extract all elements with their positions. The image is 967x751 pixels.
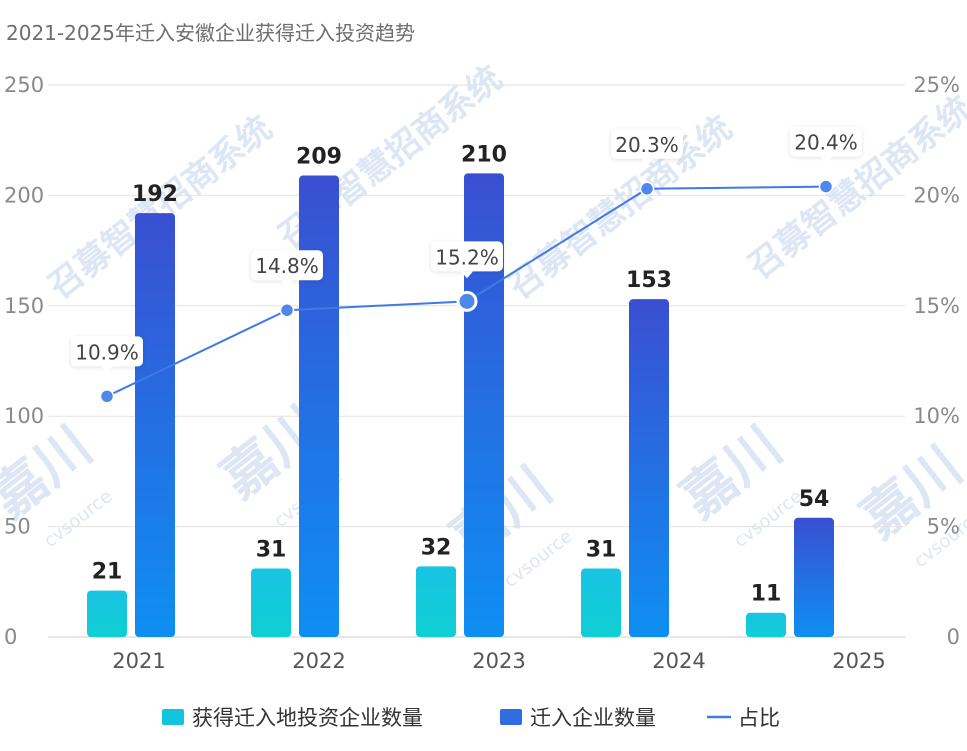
y-axis-left: 0 50 100 150 200 250 [4, 73, 44, 649]
bar-label-relocated: 54 [799, 487, 830, 512]
ratio-label-pointer [820, 156, 832, 164]
bar-label-invested: 11 [751, 582, 782, 607]
y-right-tick-label: 15% [913, 294, 960, 318]
x-axis: 2021 2022 2023 2024 2025 [112, 649, 885, 673]
ratio-label-box [251, 250, 323, 281]
y-right-tick-label: 0 [947, 625, 960, 649]
ratio-label: 20.3% [615, 133, 679, 157]
bar-invested-2022 [251, 568, 291, 637]
legend-label-relocated: 迁入企业数量 [530, 706, 656, 730]
bar-label-invested: 21 [92, 560, 123, 585]
bars [87, 173, 834, 637]
legend-label-invested: 获得迁入地投资企业数量 [192, 706, 423, 730]
y-left-tick-label: 0 [4, 625, 17, 649]
y-right-tick-label: 25% [913, 73, 960, 97]
ratio-label: 15.2% [435, 245, 499, 269]
y-left-tick-label: 50 [4, 515, 31, 539]
ratio-label-pointer [281, 280, 293, 288]
legend-swatch-invested [162, 709, 184, 725]
ratio-label-box [71, 336, 143, 367]
bar-labels: 21 192 31 209 32 210 31 153 11 54 [92, 142, 830, 606]
bar-label-relocated: 192 [132, 182, 178, 207]
x-tick-label: 2022 [292, 649, 345, 673]
ratio-label: 14.8% [255, 254, 319, 278]
ratio-point-2021 [99, 389, 115, 404]
bar-invested-2023 [416, 566, 456, 637]
bar-relocated-2021 [135, 213, 175, 637]
y-left-tick-label: 150 [4, 294, 44, 318]
y-left-tick-label: 200 [4, 183, 44, 207]
bar-label-invested: 31 [256, 538, 287, 563]
bar-label-relocated: 209 [296, 145, 342, 170]
y-right-tick-label: 20% [913, 183, 960, 207]
bar-relocated-2022 [299, 175, 339, 637]
point-labels: 10.9% 14.8% 15.2% 20.3% 20.4% [71, 126, 862, 374]
ratio-point-2024 [639, 181, 655, 197]
chart-title: 2021-2025年迁入安徽企业获得迁入投资趋势 [6, 21, 415, 45]
x-tick-label: 2025 [832, 649, 885, 673]
bar-invested-2021 [87, 590, 127, 637]
bar-label-invested: 31 [586, 538, 617, 563]
ratio-point-2022 [279, 302, 295, 318]
y-right-tick-label: 5% [927, 515, 960, 539]
bar-relocated-2025 [794, 517, 834, 637]
x-tick-label: 2024 [652, 649, 705, 673]
ratio-point-2023 [456, 290, 478, 312]
bar-invested-2025 [746, 612, 786, 637]
x-tick-label: 2023 [472, 649, 525, 673]
y-left-tick-label: 100 [4, 404, 44, 428]
ratio-label-box [790, 126, 862, 157]
y-right-tick-label: 10% [913, 404, 960, 428]
ratio-point-2025 [818, 179, 834, 194]
bar-relocated-2024 [629, 299, 669, 637]
bar-label-relocated: 210 [461, 142, 507, 167]
ratio-label-pointer [461, 271, 473, 279]
x-tick-label: 2021 [112, 649, 165, 673]
y-axis-right: 0 5% 10% 15% 20% 25% [913, 73, 960, 649]
bar-relocated-2023 [464, 173, 504, 637]
legend-label-ratio: 占比 [738, 706, 780, 730]
bar-label-relocated: 153 [626, 268, 672, 293]
bar-label-invested: 32 [421, 535, 452, 560]
ratio-label-box [431, 241, 503, 272]
ratio-label: 20.4% [794, 131, 858, 155]
ratio-line [99, 179, 834, 404]
legend: 获得迁入地投资企业数量 迁入企业数量 占比 [162, 706, 780, 730]
ratio-label-pointer [101, 366, 113, 374]
legend-swatch-relocated [500, 709, 522, 725]
bar-invested-2024 [581, 568, 621, 637]
ratio-label: 10.9% [75, 340, 139, 364]
ratio-label-pointer [641, 158, 653, 166]
ratio-label-box [611, 128, 683, 159]
y-left-tick-label: 250 [4, 73, 44, 97]
